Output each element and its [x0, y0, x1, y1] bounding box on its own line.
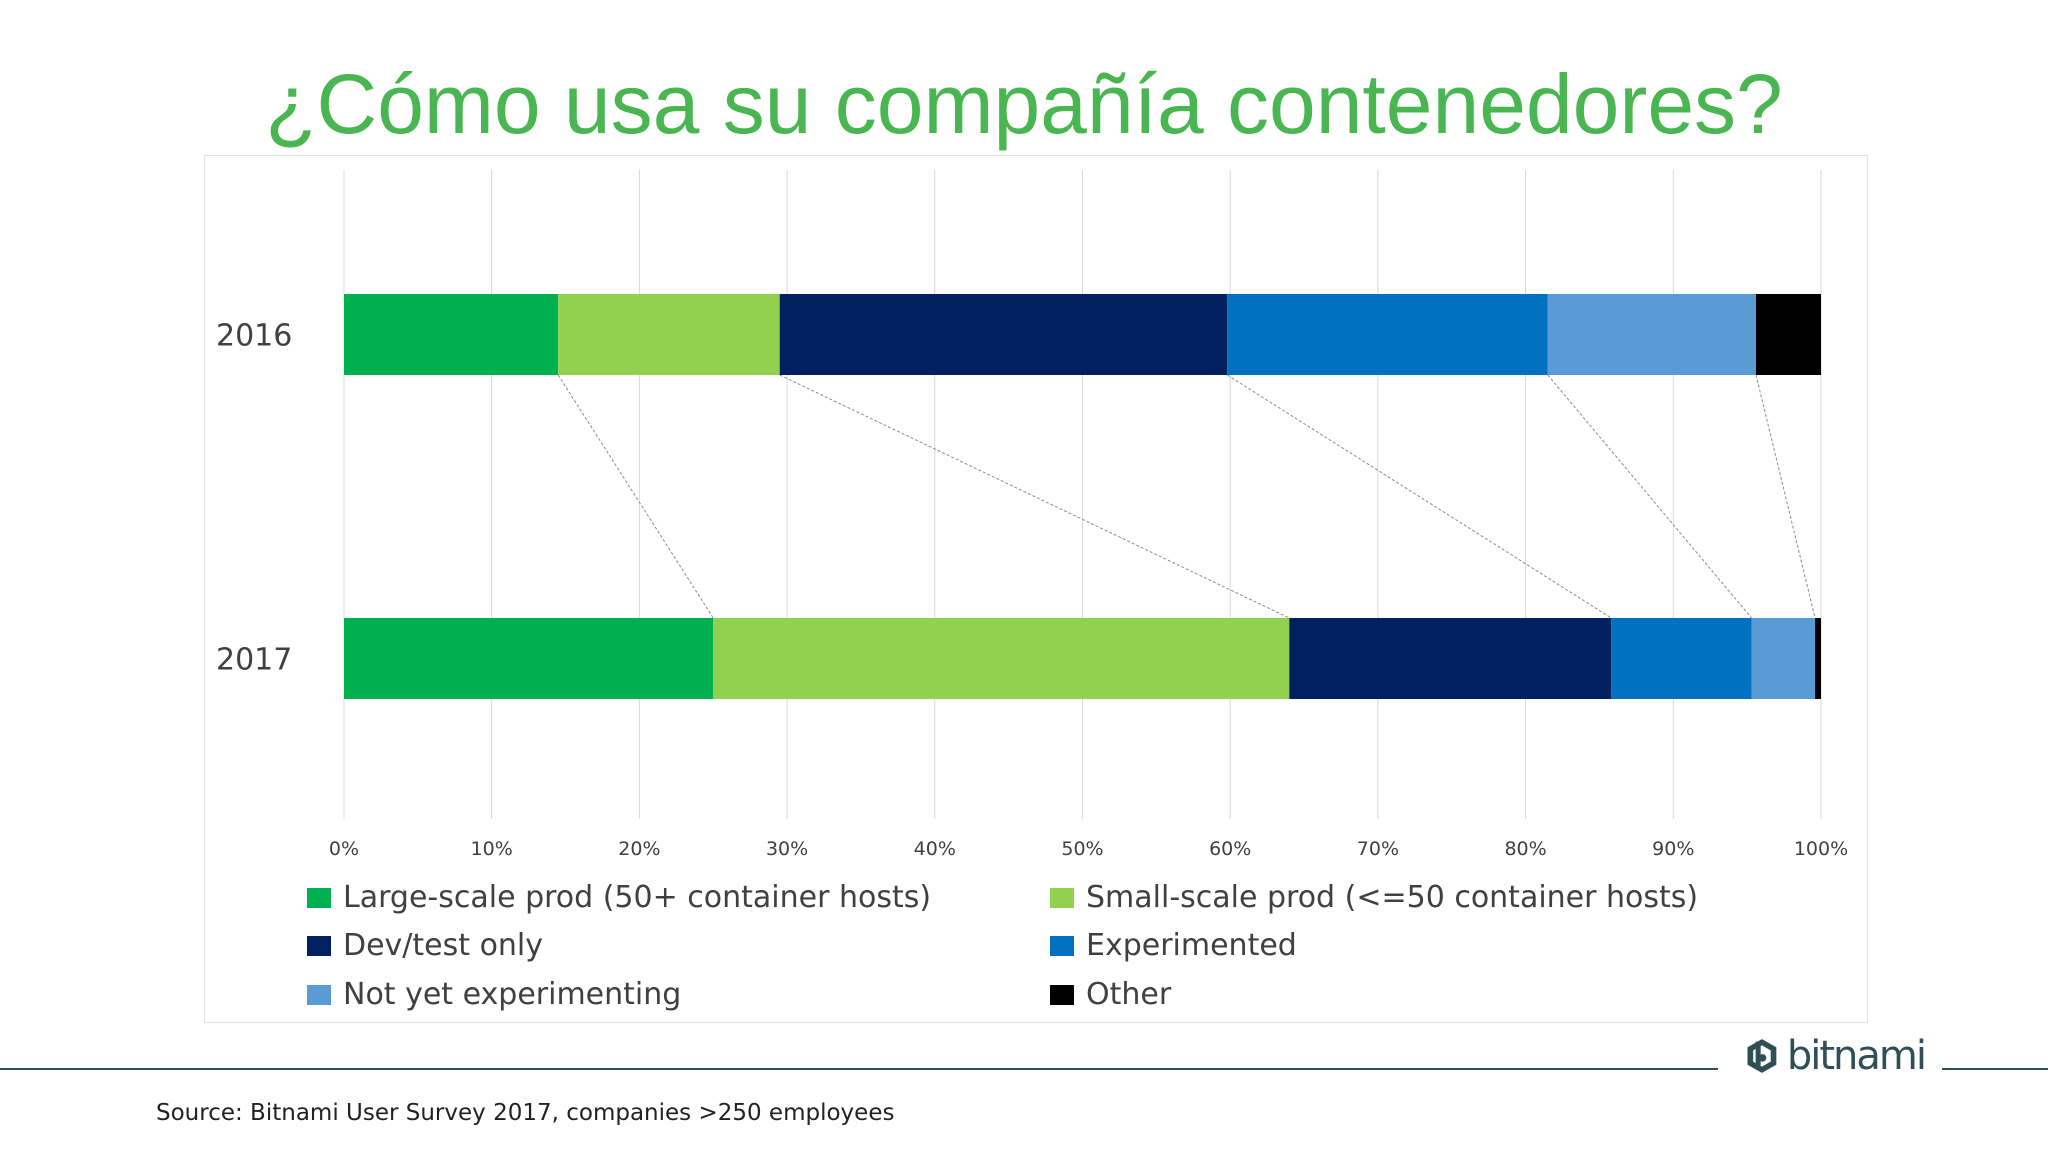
chart-area: 0% 10% 20% 30% 40% 50% 60% 70% 80% 90% 100% 2016 201… [204, 155, 1868, 1023]
x-tick-label: 40% [914, 838, 956, 860]
x-tick-label: 90% [1652, 838, 1694, 860]
x-tick-label: 60% [1209, 838, 1251, 860]
legend-label: Small-scale prod (<=50 container hosts) [1086, 880, 1698, 915]
bar-segment [713, 618, 1290, 699]
y-category-label: 2017 [216, 643, 292, 678]
legend-label: Not yet experimenting [343, 977, 681, 1012]
bar-segment [1815, 618, 1821, 699]
x-tick-label: 100% [1794, 838, 1848, 860]
source-note: Source: Bitnami User Survey 2017, compan… [156, 1100, 895, 1126]
legend-swatch [307, 985, 331, 1005]
stacked-bar-chart: 0% 10% 20% 30% 40% 50% 60% 70% 80% 90% 100% 2016 201… [216, 170, 1848, 1012]
bar-segment [1547, 294, 1757, 375]
bitnami-logo: bitnami [1745, 1023, 1927, 1089]
bar-segment [1227, 294, 1548, 375]
bar-segment [344, 618, 714, 699]
bar-segment [558, 294, 780, 375]
legend-label: Experimented [1086, 928, 1297, 963]
legend-swatch [307, 888, 331, 908]
x-tick-label: 0% [329, 838, 359, 860]
footer-line-left [0, 1068, 1718, 1070]
y-category-label: 2016 [216, 319, 292, 354]
series-line [1226, 374, 1612, 619]
series-line [779, 374, 1290, 619]
x-tick-label: 50% [1061, 838, 1103, 860]
legend-label: Large-scale prod (50+ container hosts) [343, 880, 931, 915]
bar-segment [1751, 618, 1816, 699]
series-line [557, 374, 714, 619]
series-line [1755, 374, 1816, 619]
footer-line-right [1942, 1068, 2048, 1070]
legend-swatch [1050, 985, 1074, 1005]
legend-swatch [1050, 936, 1074, 956]
x-tick-label: 30% [766, 838, 808, 860]
legend-swatch [307, 936, 331, 956]
bar-segment [1289, 618, 1612, 699]
bitnami-hexagon-icon [1747, 1039, 1777, 1073]
bar-segment [344, 294, 559, 375]
logo-text: bitnami [1786, 1033, 1927, 1079]
legend-swatch [1050, 888, 1074, 908]
bar-segment [779, 294, 1228, 375]
series-line [1547, 374, 1752, 619]
bar-segment [1756, 294, 1821, 375]
x-tick-label: 80% [1504, 838, 1546, 860]
slide-title: ¿Cómo usa su compañía contenedores? [265, 57, 1783, 151]
legend-label: Dev/test only [343, 928, 543, 963]
x-tick-label: 70% [1357, 838, 1399, 860]
legend-label: Other [1086, 977, 1172, 1012]
x-tick-label: 10% [471, 838, 513, 860]
bar-segment [1611, 618, 1752, 699]
x-tick-label: 20% [618, 838, 660, 860]
